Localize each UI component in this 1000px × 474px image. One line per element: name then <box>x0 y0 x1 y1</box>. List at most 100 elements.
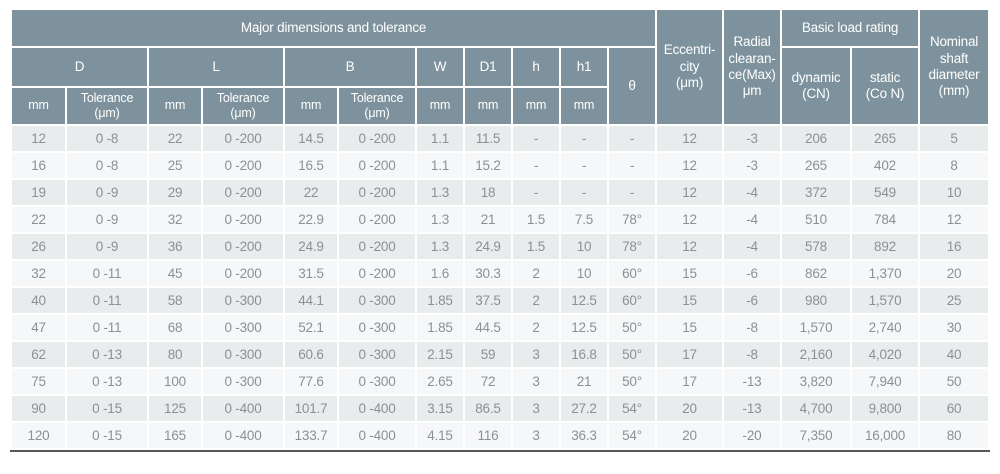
table-cell: 9,800 <box>852 396 919 421</box>
table-cell: 50° <box>609 369 656 394</box>
table-cell: 15 <box>657 288 723 313</box>
table-cell: 20 <box>657 423 723 448</box>
table-cell: 62 <box>12 342 65 367</box>
table-cell: 60.6 <box>285 342 337 367</box>
table-cell: 4,700 <box>782 396 851 421</box>
header-col-D1: D1 <box>465 48 511 86</box>
table-cell: 44.5 <box>465 315 511 340</box>
table-row: 22 0 -9 32 0 -200 22.9 0 -200 1.3 21 1.5 7.5 78° 12… <box>12 207 988 232</box>
table-cell: 20 <box>657 396 723 421</box>
table-cell: 16.5 <box>285 153 337 178</box>
table-cell: 12 <box>12 126 65 151</box>
table-cell: 7,940 <box>852 369 919 394</box>
table-cell: 15 <box>657 261 723 286</box>
table-cell: 50° <box>609 342 656 367</box>
table-cell: 7,350 <box>782 423 851 448</box>
table-cell: 32 <box>149 207 201 232</box>
table-cell: 21 <box>561 369 607 394</box>
table-cell: 1,570 <box>782 315 851 340</box>
table-cell: 58 <box>149 288 201 313</box>
table-cell: 12 <box>657 207 723 232</box>
table-cell: 45 <box>149 261 201 286</box>
table-cell: 60° <box>609 288 656 313</box>
table-cell: 10 <box>561 234 607 259</box>
table-cell: 29 <box>149 180 201 205</box>
table-cell: -8 <box>724 315 781 340</box>
table-row: 90 0 -15 125 0 -400 101.7 0 -400 3.15 86.5 3 27.2… <box>12 396 988 421</box>
table-cell: 402 <box>852 153 919 178</box>
header-col-static: static (Co N) <box>852 48 919 124</box>
table-cell: 0 -200 <box>339 261 415 286</box>
table-cell: 12.5 <box>561 315 607 340</box>
table-cell: 15.2 <box>465 153 511 178</box>
header-eccentricity: Eccentri- city (μm) <box>657 10 723 124</box>
table-row: 19 0 -9 29 0 -200 22 0 -200 1.3 18- - -12 -4 372 549… <box>12 180 988 205</box>
header-col-theta: θ <box>609 48 656 124</box>
dimensions-table-container: Major dimensions and tolerance Eccentri-… <box>10 8 990 452</box>
table-cell: 0 -15 <box>67 423 147 448</box>
table-cell: 24.9 <box>465 234 511 259</box>
table-cell: 7.5 <box>561 207 607 232</box>
table-cell: 16 <box>920 234 988 259</box>
header-unit-B-mm: mm <box>285 88 337 124</box>
table-cell: 27.2 <box>561 396 607 421</box>
table-cell: 22 <box>149 126 201 151</box>
table-cell: 3 <box>513 342 559 367</box>
header-col-D: D <box>12 48 147 86</box>
table-cell: 101.7 <box>285 396 337 421</box>
table-cell: 60° <box>609 261 656 286</box>
table-cell: 11.5 <box>465 126 511 151</box>
table-cell: 16 <box>12 153 65 178</box>
table-cell: 206 <box>782 126 851 151</box>
table-cell: 0 -200 <box>203 234 283 259</box>
table-cell: 40 <box>12 288 65 313</box>
header-col-h: h <box>513 48 559 86</box>
table-cell: 0 -8 <box>67 153 147 178</box>
table-cell: - <box>513 153 559 178</box>
table-cell: 549 <box>852 180 919 205</box>
header-unit-W-mm: mm <box>417 88 463 124</box>
table-cell: 86.5 <box>465 396 511 421</box>
table-cell: 0 -200 <box>203 207 283 232</box>
table-cell: 1.3 <box>417 234 463 259</box>
table-cell: 0 -200 <box>203 261 283 286</box>
table-cell: 0 -200 <box>203 126 283 151</box>
table-row: 40 0 -11 58 0 -300 44.1 0 -300 1.85 37.5 2 12.5 60… <box>12 288 988 313</box>
table-cell: 30 <box>920 315 988 340</box>
table-cell: - <box>609 126 656 151</box>
table-cell: 17 <box>657 342 723 367</box>
table-cell: 2.65 <box>417 369 463 394</box>
table-cell: 0 -9 <box>67 234 147 259</box>
table-cell: 1.85 <box>417 315 463 340</box>
table-row: 26 0 -9 36 0 -200 24.9 0 -200 1.3 24.9 1.5 10 78° 1… <box>12 234 988 259</box>
table-cell: 78° <box>609 207 656 232</box>
table-cell: -4 <box>724 207 781 232</box>
table-cell: -8 <box>724 342 781 367</box>
header-col-W: W <box>417 48 463 86</box>
table-cell: 59 <box>465 342 511 367</box>
header-unit-B-tolerance: Tolerance (μm) <box>339 88 415 124</box>
table-cell: 60 <box>920 396 988 421</box>
table-cell: 68 <box>149 315 201 340</box>
header-unit-D-tolerance: Tolerance (μm) <box>67 88 147 124</box>
table-cell: 0 -300 <box>339 369 415 394</box>
table-cell: -6 <box>724 288 781 313</box>
table-cell: 77.6 <box>285 369 337 394</box>
table-cell: 10 <box>561 261 607 286</box>
table-cell: 980 <box>782 288 851 313</box>
table-row: 16 0 -8 25 0 -200 16.5 0 -200 1.1 15.2- - -12 -3 26… <box>12 153 988 178</box>
header-row-1: Major dimensions and tolerance Eccentri-… <box>12 10 988 124</box>
table-cell: 12 <box>657 180 723 205</box>
table-cell: 0 -200 <box>339 126 415 151</box>
table-cell: 1.6 <box>417 261 463 286</box>
header-unit-D1-mm: mm <box>465 88 511 124</box>
table-cell: 1.85 <box>417 288 463 313</box>
table-cell: 12.5 <box>561 288 607 313</box>
header-major-dimensions: Major dimensions and tolerance <box>12 10 656 46</box>
table-cell: 0 -400 <box>339 423 415 448</box>
table-cell: - <box>513 126 559 151</box>
table-cell: 10 <box>920 180 988 205</box>
table-cell: 0 -200 <box>203 153 283 178</box>
header-row-3: mm Tolerance (μm) mm Tolerance (μm) mm T… <box>12 88 988 124</box>
table-cell: 0 -300 <box>203 315 283 340</box>
